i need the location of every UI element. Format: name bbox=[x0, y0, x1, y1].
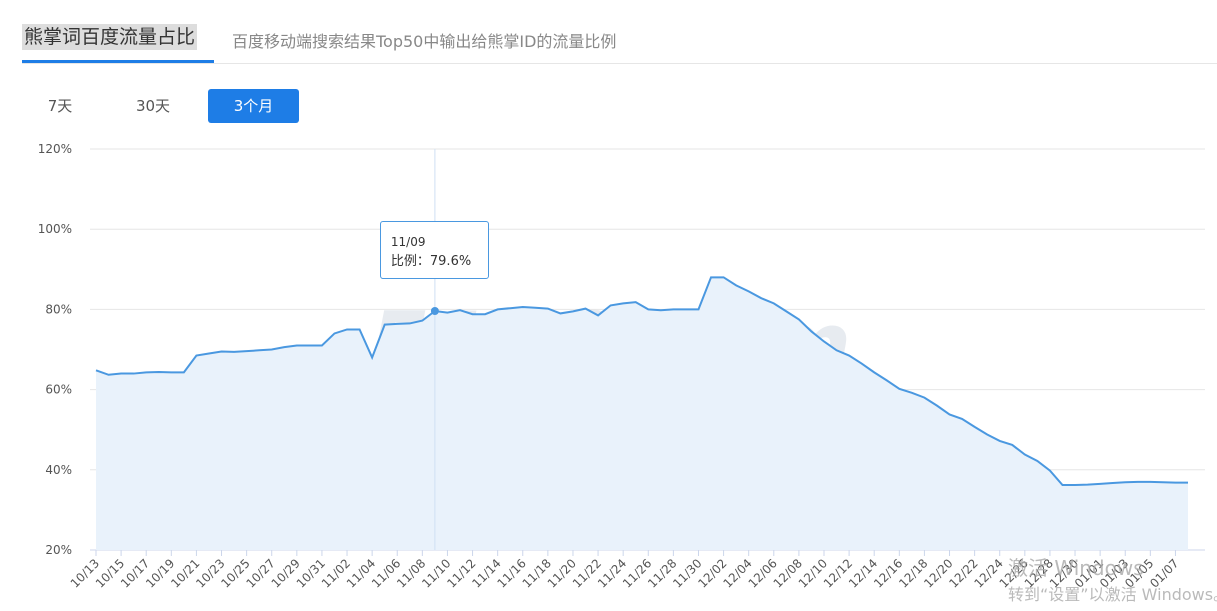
subtitle: 百度移动端搜索结果Top50中输出给熊掌ID的流量比例 bbox=[232, 32, 617, 51]
point bbox=[430, 307, 439, 316]
tab-7d[interactable]: 7天 bbox=[47, 97, 73, 115]
tooltip-text: 比例：79.6% bbox=[390, 254, 472, 269]
os-notice-text: 转到“设置”以激活 Windows。 bbox=[1008, 585, 1217, 604]
title-underline bbox=[22, 60, 214, 63]
os-notice-title: 激活 Windows bbox=[1008, 556, 1144, 580]
tooltip-title: 11/09 bbox=[390, 235, 426, 249]
y-tick-label: 20% bbox=[45, 543, 72, 557]
tooltip: 11/09 比例：79.6% bbox=[379, 221, 489, 279]
y-tick-label: 120% bbox=[38, 142, 72, 156]
y-tick-label: 100% bbox=[38, 222, 72, 236]
tab-3m[interactable]: 3个月 bbox=[208, 89, 299, 123]
line bbox=[95, 276, 1188, 487]
area bbox=[96, 277, 1188, 550]
header-divider bbox=[22, 63, 1217, 64]
y-tick-label: 80% bbox=[45, 302, 72, 316]
tab-30d[interactable]: 30天 bbox=[135, 97, 171, 115]
y-tick-label: 40% bbox=[45, 463, 72, 477]
page-title: 熊掌词百度流量占比 bbox=[22, 24, 198, 50]
y-tick-label: 60% bbox=[45, 383, 72, 397]
os-notice: 激活 Windows 转到“设置”以激活 Windows。 bbox=[1008, 552, 1217, 605]
